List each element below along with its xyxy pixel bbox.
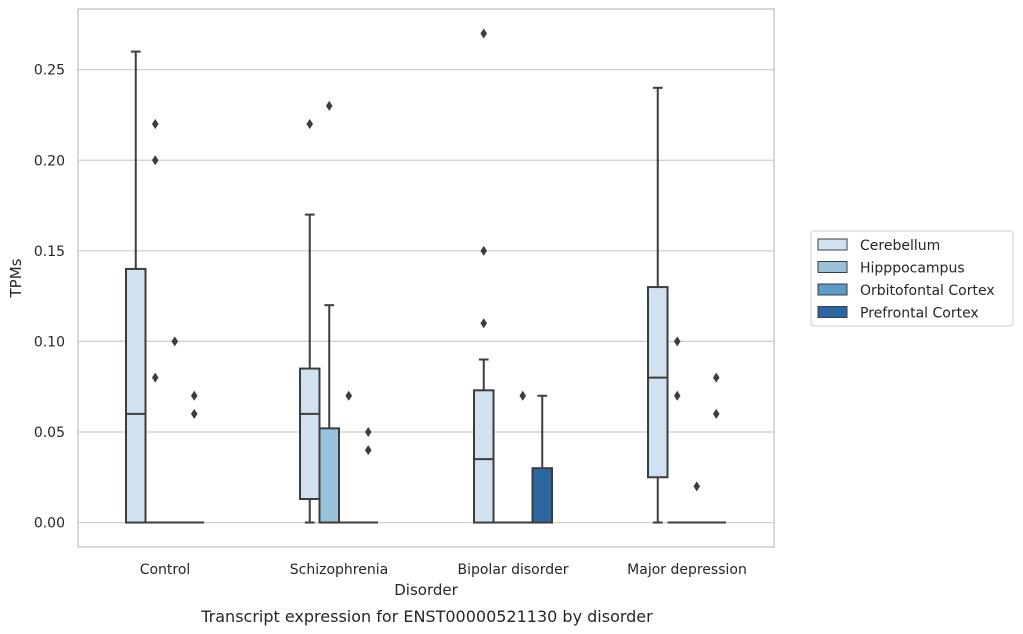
outlier-point	[364, 426, 372, 437]
x-tick-label: Control	[140, 562, 191, 578]
box-cerebellum	[299, 119, 321, 524]
outlier-point	[345, 390, 353, 401]
legend-swatch	[817, 306, 848, 318]
box-orbitofontal-cortex	[165, 336, 185, 524]
y-tick-label: 0.15	[34, 244, 65, 260]
box-body	[125, 267, 147, 524]
legend-label: Orbitofontal Cortex	[860, 283, 995, 299]
outlier-point	[480, 318, 488, 329]
x-tick-label: Schizophrenia	[290, 562, 388, 578]
box-hipppocampus	[667, 336, 687, 524]
y-tick-label: 0.00	[34, 516, 65, 532]
grid-lines	[78, 69, 774, 524]
box-hipppocampus	[145, 119, 165, 524]
outlier-point	[693, 481, 701, 492]
outlier-point	[190, 390, 198, 401]
y-tick-label: 0.20	[34, 153, 65, 169]
legend: Cerebellum Hipppocampus Orbitofontal Corte…	[810, 230, 1014, 327]
outlier-point	[364, 445, 372, 456]
outlier-point	[306, 119, 314, 130]
x-tick-label: Major depression	[627, 562, 747, 578]
outlier-point	[151, 155, 159, 166]
box-prefrontal-cortex	[358, 426, 378, 524]
plot-frame	[77, 8, 775, 548]
outlier-point	[712, 408, 720, 419]
legend-label: Hipppocampus	[860, 261, 965, 277]
outlier-point	[190, 408, 198, 419]
chart-caption: Transcript expression for ENST0000052113…	[200, 607, 653, 626]
outlier-point	[712, 372, 720, 383]
y-tick-label: 0.25	[34, 63, 65, 79]
box-body	[647, 286, 669, 479]
box-orbitofontal-cortex	[513, 390, 533, 524]
outlier-point	[171, 336, 179, 347]
x-axis-ticks: Control Schizophrenia Bipolar disorder Majo…	[140, 562, 747, 578]
box-body	[299, 367, 321, 500]
x-tick-label: Bipolar disorder	[457, 562, 568, 578]
outlier-point	[673, 336, 681, 347]
y-axis-ticks: 0.00 0.05 0.10 0.15 0.20 0.25	[34, 63, 65, 532]
y-tick-label: 0.05	[34, 425, 65, 441]
x-axis-label: Disorder	[394, 581, 458, 599]
box-body	[473, 389, 495, 524]
box-cerebellum	[473, 28, 495, 524]
legend-swatch	[817, 238, 848, 251]
box-body	[531, 467, 553, 524]
outlier-point	[673, 390, 681, 401]
legend-swatch	[817, 261, 848, 273]
box-plot-series	[125, 28, 726, 524]
box-prefrontal-cortex	[531, 394, 553, 524]
outlier-point	[151, 119, 159, 130]
box-orbitofontal-cortex	[687, 481, 707, 524]
box-cerebellum	[647, 86, 669, 524]
box-prefrontal-cortex	[184, 390, 204, 524]
outlier-point	[151, 372, 159, 383]
outlier-point	[480, 245, 488, 256]
outlier-point	[480, 28, 488, 39]
legend-label: Cerebellum	[860, 238, 940, 254]
legend-frame	[810, 230, 1014, 327]
box-body	[318, 427, 340, 524]
y-tick-label: 0.10	[34, 334, 65, 350]
box-cerebellum	[125, 50, 147, 524]
outlier-point	[325, 100, 333, 111]
legend-swatch	[817, 283, 848, 296]
y-axis-label: TPMs	[7, 258, 25, 298]
outlier-point	[519, 390, 527, 401]
box-prefrontal-cortex	[706, 372, 726, 524]
legend-label: Prefrontal Cortex	[860, 306, 979, 322]
box-orbitofontal-cortex	[339, 390, 359, 524]
box-hipppocampus	[318, 100, 340, 524]
